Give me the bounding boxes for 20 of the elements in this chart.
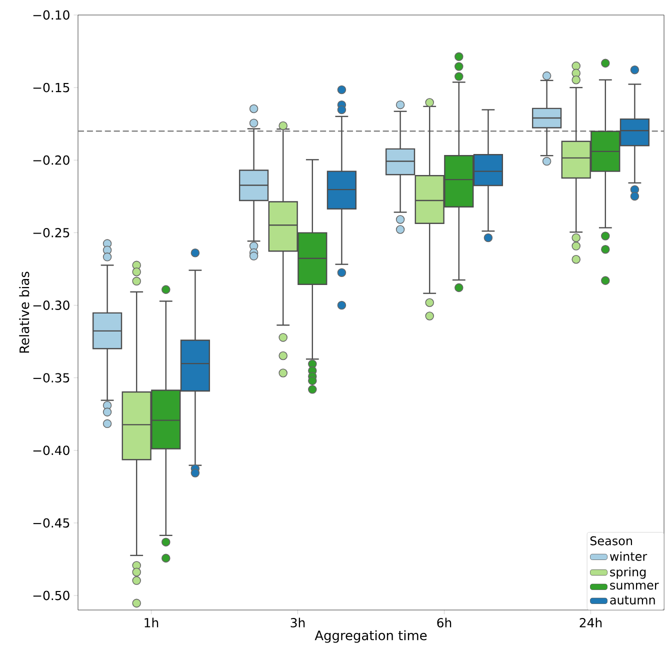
y-tick-label: −0.10 xyxy=(33,10,70,20)
x-axis-title: Aggregation time xyxy=(314,630,427,643)
y-tick-label: −0.40 xyxy=(33,446,70,456)
legend-label: summer xyxy=(610,582,659,590)
y-tick-label: −0.20 xyxy=(33,155,70,165)
y-tick-label: −0.15 xyxy=(33,82,70,92)
y-tick-label: −0.25 xyxy=(33,228,70,238)
legend-label: spring xyxy=(610,567,646,579)
x-tick-label: 3h xyxy=(290,618,305,628)
y-tick-label: −0.45 xyxy=(33,518,70,528)
legend-label: autumn xyxy=(610,596,655,604)
y-tick-label: −0.30 xyxy=(33,300,70,310)
x-tick-label: 24h xyxy=(580,618,602,628)
x-tick-label: 6h xyxy=(437,618,452,628)
legend-label: winter xyxy=(610,552,648,561)
y-axis-title: Relative bias xyxy=(19,272,30,353)
y-tick-label: −0.50 xyxy=(33,590,70,600)
y-tick-label: −0.35 xyxy=(33,373,70,383)
x-tick-label: 1h xyxy=(144,618,158,628)
legend-title: Season xyxy=(590,536,632,546)
